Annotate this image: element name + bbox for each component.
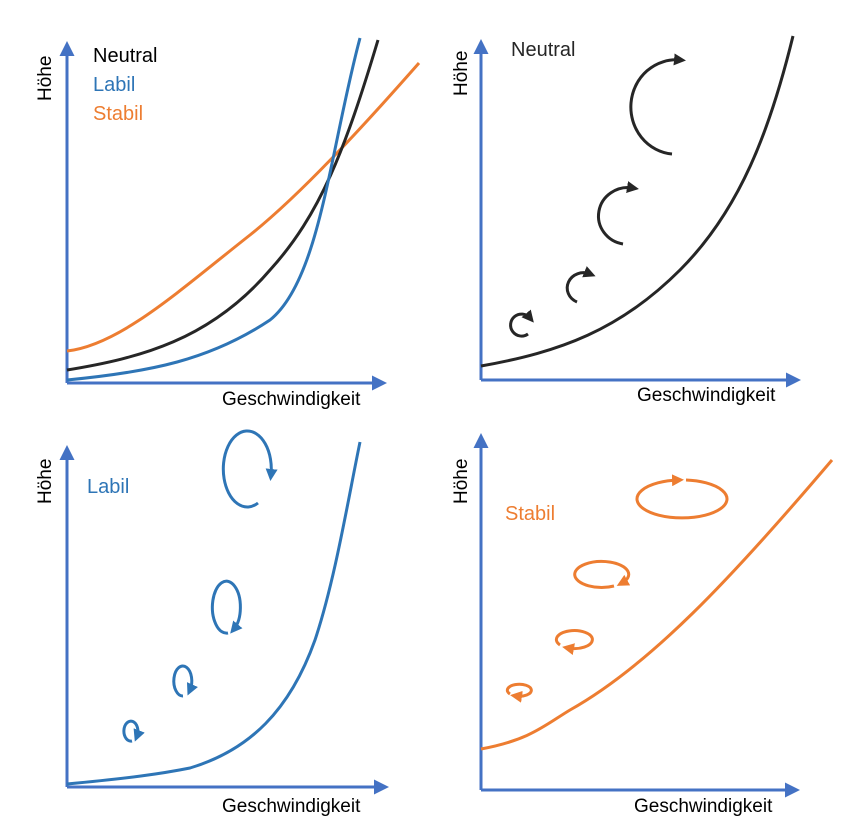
y-axis-label: Höhe [35,459,56,504]
panel-neutral: Höhe Geschwindigkeit Neutral [451,35,801,406]
panel-title: Neutral [511,39,575,61]
eddy-spiral-icon [635,474,729,520]
legend-labil: Labil [93,74,135,96]
panel-labil: Höhe Geschwindigkeit Labil [35,429,389,817]
y-axis-label: Höhe [35,56,56,101]
eddy-spiral-icon [505,682,533,703]
y-axis-label: Höhe [451,51,472,96]
x-axis-label: Geschwindigkeit [637,385,776,406]
panel-stabil: Höhe Geschwindigkeit Stabil [451,433,834,817]
x-axis-label: Geschwindigkeit [634,796,773,817]
panel-title: Labil [87,476,129,498]
profile-curve-labil [66,37,362,382]
eddy-spiral-icon [509,309,534,338]
profile-curve-neutral [480,35,795,368]
eddy-spiral-icon [122,719,145,743]
eddy-spiral-icon [554,629,594,656]
y-axis-label: Höhe [451,459,472,504]
eddy-spiral-icon [172,664,198,698]
eddy-spiral-icon [221,429,278,509]
eddy-spiral-icon [597,181,639,246]
profile-curve-stabil [66,62,421,353]
eddy-spiral-icon [629,53,686,156]
x-axis-label: Geschwindigkeit [222,389,361,410]
x-axis-label: Geschwindigkeit [222,796,361,817]
eddy-spiral-icon [565,266,596,304]
profile-curve-neutral [66,39,380,372]
panel-overview: Höhe Geschwindigkeit Neutral Labil Stabi… [35,37,421,410]
profile-curve-labil [66,441,362,786]
panel-title: Stabil [505,503,555,525]
legend-stabil: Stabil [93,103,143,125]
profile-curve-stabil [480,459,834,751]
eddy-spiral-icon [210,579,243,635]
eddy-spiral-icon [573,559,631,589]
legend-neutral: Neutral [93,45,157,67]
